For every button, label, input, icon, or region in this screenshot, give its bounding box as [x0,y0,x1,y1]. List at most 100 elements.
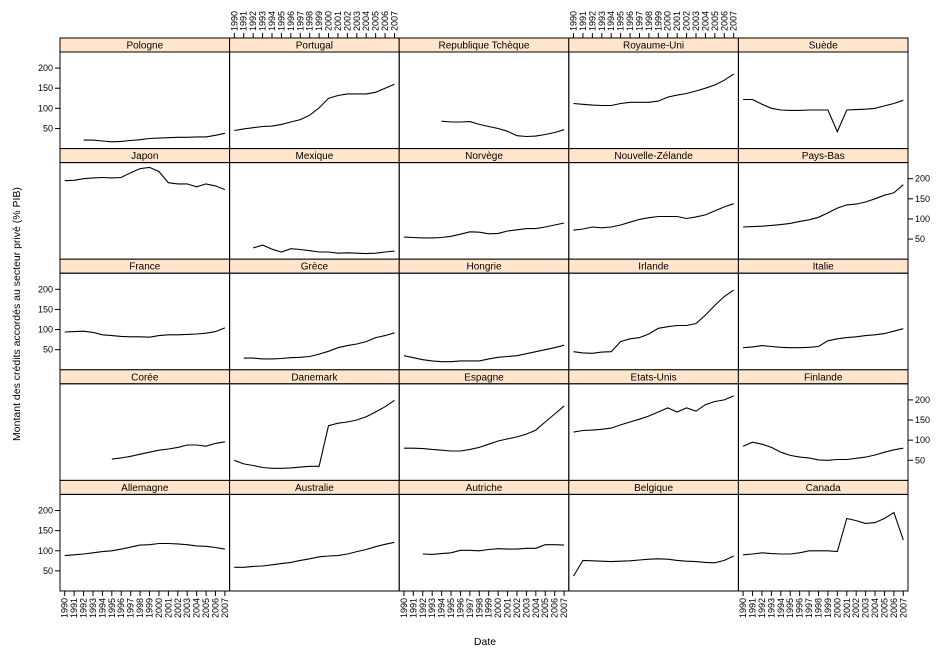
x-tick-label: 2001 [503,598,513,618]
y-tick-label: 150 [38,304,53,314]
y-tick-label: 150 [38,526,53,536]
strip-label-mexique: Mexique [295,151,333,162]
panel-frame-pays-bas [737,162,909,260]
series-line-danemark [234,399,395,469]
x-tick-label: 1995 [446,598,456,618]
x-tick-label: 2007 [220,598,230,618]
y-tick-label: 150 [915,194,930,204]
x-tick-label: 1990 [399,598,409,618]
x-tick-label: 1991 [578,11,588,31]
panel-allemagne: Allemagne [59,479,231,592]
x-axis-col-1: 1990 1991 1992 1993 1994 1995 1996 1997 1998 1999… [60,591,230,618]
x-tick-label: 1993 [88,598,98,618]
strip-label-allemagne: Allemagne [121,483,169,494]
series-line-allemagne [64,542,225,557]
x-tick-label: 2005 [201,598,211,618]
panel-frame-autriche [398,493,570,592]
x-tick-label: 2000 [324,11,334,31]
x-tick-label: 1998 [814,598,824,618]
x-tick-label: 1994 [606,11,616,31]
series-line-espagne [403,405,565,452]
x-tick-label: 1997 [804,598,814,618]
x-tick-label: 1996 [795,598,805,618]
x-tick-label: 1997 [295,11,305,31]
x-axis-col-2: 1990 1991 1992 1993 1994 1995 1996 1997 1998 1999… [229,11,400,38]
panel-etats-unis: Etats-Unis [568,369,739,481]
strip-label-etats-unis: Etats-Unis [631,372,677,383]
strip-label-pays-bas: Pays-Bas [802,151,845,162]
x-tick-label: 2001 [163,598,173,618]
strip-label-danemark: Danemark [291,372,338,383]
x-tick-label: 2003 [861,598,871,618]
x-tick-label: 1992 [248,11,258,31]
panel-frame-finlande [737,383,909,481]
x-tick-label: 2001 [842,598,852,618]
strip-label-espagne: Espagne [464,372,504,383]
x-tick-label: 1998 [474,598,484,618]
x-tick-label: 2004 [361,11,371,31]
panel-frame-belgique [568,493,739,592]
strip-label-hongrie: Hongrie [466,262,501,273]
x-tick-label: 1997 [126,598,136,618]
panel-frame-portugal [229,51,400,150]
panel-frame-japon [59,162,231,260]
series-line-coree [111,441,225,460]
panel-norvege: Norvège [398,148,570,260]
x-tick-label: 2004 [700,11,710,31]
series-line-hongrie [403,344,565,363]
panel-frame-hongrie [398,272,570,371]
series-line-etats-unis [573,395,734,433]
y-tick-label: 50 [43,123,53,133]
x-tick-label: 1990 [738,598,748,618]
x-axis-col-4: 1990 1991 1992 1993 1994 1995 1996 1997 1998 1999… [569,11,739,38]
y-tick-label: 100 [915,435,930,445]
panel-frame-france [59,272,231,371]
x-tick-label: 1990 [60,598,70,618]
x-tick-label: 2005 [371,11,381,31]
x-tick-label: 1999 [314,11,324,31]
x-tick-label: 2003 [352,11,362,31]
strip-label-pologne: Pologne [126,41,163,52]
x-tick-label: 1992 [587,11,597,31]
x-tick-label: 2001 [333,11,343,31]
panel-france: France [59,258,231,371]
y-tick-label: 150 [915,415,930,425]
panel-australie: Australie [229,479,400,592]
panel-hongrie: Hongrie [398,258,570,371]
x-tick-label: 1994 [776,598,786,618]
y-tick-label: 200 [915,395,930,405]
x-tick-label: 2005 [710,11,720,31]
strip-label-republique-tcheque: Republique Tchèque [438,41,529,52]
y-tick-label: 50 [43,566,53,576]
x-tick-label: 2007 [559,598,569,618]
series-line-republique-tcheque [441,120,565,138]
y-tick-label: 100 [38,325,53,335]
panel-frame-nouvelle-zelande [568,162,739,260]
x-tick-label: 1997 [465,598,475,618]
series-line-irlande [573,289,735,354]
x-tick-label: 2000 [663,11,673,31]
panel-belgique: Belgique [568,479,739,592]
y-tick-label: 50 [915,234,925,244]
series-line-portugal [234,83,395,132]
series-line-italie [743,328,904,349]
strip-label-italie: Italie [813,262,835,273]
x-tick-label: 1995 [107,598,117,618]
series-line-grece [243,332,395,360]
strip-label-irlande: Irlande [638,262,669,273]
x-tick-label: 2002 [342,11,352,31]
series-line-nouvelle-zelande [573,203,734,231]
y-tick-label: 200 [38,506,53,516]
x-tick-label: 2007 [898,598,908,618]
panel-grece: Grèce [229,258,400,371]
y-axis-row-4: 50 100 150 200 [908,395,930,465]
series-line-canada [743,511,904,556]
x-tick-label: 2007 [729,11,739,31]
x-tick-label: 2003 [182,598,192,618]
y-axis-row-1: 50 100 150 200 [38,63,60,133]
panel-frame-mexique [229,162,400,260]
x-tick-label: 1993 [597,11,607,31]
panel-espagne: Espagne [398,369,570,481]
panel-irlande: Irlande [568,258,739,371]
panel-frame-allemagne [59,493,231,592]
